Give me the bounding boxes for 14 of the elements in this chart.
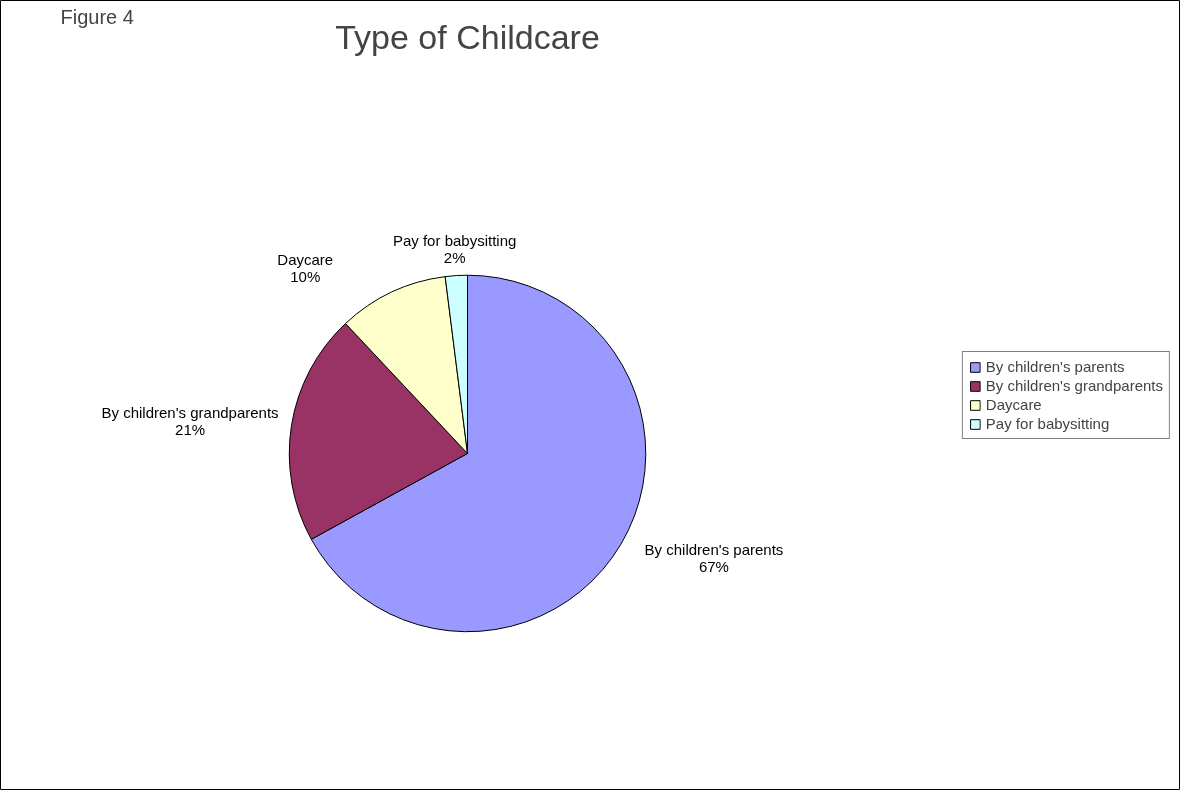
legend-label: Pay for babysitting — [985, 415, 1110, 432]
data-label: 2% — [443, 248, 466, 266]
caption: Figure 4 — [60, 5, 134, 28]
legend-label: By children's parents — [985, 358, 1125, 375]
data-label: 10% — [290, 267, 321, 285]
slice-label: Daycare — [277, 250, 334, 268]
data-label: 21% — [175, 421, 206, 439]
legend-label: Daycare — [985, 396, 1042, 413]
slice-label: Pay for babysitting — [392, 231, 517, 249]
legend-label: By children's grandparents — [985, 377, 1163, 394]
slice-label: By children's grandparents — [101, 404, 279, 422]
data-label: 67% — [698, 557, 729, 575]
slice-label: By children's parents — [644, 540, 784, 558]
chart-title: Type of Childcare — [335, 17, 600, 56]
